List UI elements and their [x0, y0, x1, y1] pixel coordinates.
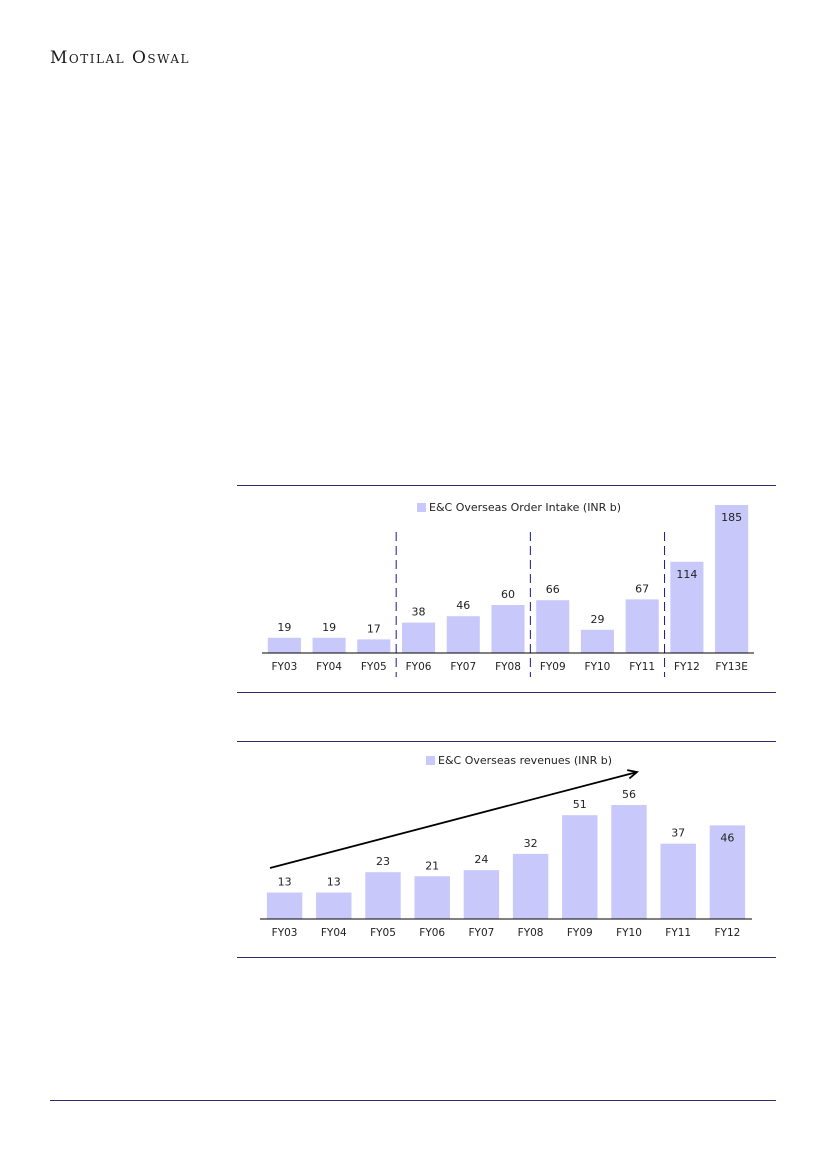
x-tick-label: FY03: [272, 927, 298, 939]
bar-fy09: [536, 600, 570, 653]
data-label: 23: [376, 855, 390, 868]
trend-arrow: [269, 769, 640, 869]
data-label: 66: [546, 583, 560, 596]
x-tick-label: FY10: [585, 661, 611, 673]
x-tick-label: FY07: [450, 661, 476, 673]
data-label: 17: [367, 622, 381, 635]
bar-fy13e: [715, 505, 749, 653]
data-label: 29: [590, 613, 604, 626]
bar-fy03: [267, 637, 301, 653]
bar-fy11: [625, 599, 659, 653]
x-tick-label: FY05: [361, 661, 387, 673]
data-label: 51: [573, 798, 587, 811]
data-label: 38: [412, 606, 426, 619]
bar-fy10: [611, 805, 647, 919]
x-tick-label: FY10: [616, 927, 642, 939]
x-tick-label: FY11: [665, 927, 691, 939]
bar-fy03: [266, 892, 303, 919]
data-label: 32: [524, 837, 538, 850]
x-tick-label: FY13E: [715, 661, 747, 673]
revenues-chart-svg: E&C Overseas revenues (INR b) 13 FY03 13 FY0…: [260, 754, 752, 939]
bar-fy05: [365, 872, 401, 919]
bar-fy04: [316, 892, 352, 919]
x-tick-label: FY12: [674, 661, 700, 673]
x-tick-label: FY11: [629, 661, 655, 673]
bar-fy04: [312, 637, 346, 653]
data-label: 185: [721, 511, 742, 524]
legend: E&C Overseas revenues (INR b): [426, 754, 612, 767]
legend-swatch: [426, 756, 435, 765]
x-tick-label: FY09: [540, 661, 566, 673]
x-tick-label: FY04: [316, 661, 342, 673]
bar-fy06: [414, 876, 450, 919]
data-label: 56: [622, 788, 636, 801]
x-tick-label: FY09: [567, 927, 593, 939]
x-tick-label: FY04: [321, 927, 347, 939]
data-label: 21: [425, 859, 439, 872]
x-tick-label: FY07: [468, 927, 494, 939]
data-label: 60: [501, 588, 515, 601]
data-label: 37: [671, 827, 685, 840]
bar-fy11: [660, 843, 696, 919]
bar-fy10: [580, 629, 615, 653]
x-tick-label: FY08: [518, 927, 544, 939]
bar-fy07: [463, 870, 500, 919]
bar-fy05: [357, 639, 391, 653]
data-label: 46: [456, 599, 470, 612]
legend-label: E&C Overseas revenues (INR b): [438, 754, 612, 767]
footer-rule: [50, 1100, 776, 1101]
x-tick-label: FY06: [406, 661, 432, 673]
x-tick-label: FY08: [495, 661, 521, 673]
data-label: 46: [720, 831, 734, 844]
bar-fy08: [491, 605, 525, 653]
order-intake-chart-svg: E&C Overseas Order Intake (INR b) 19 FY03 1…: [262, 501, 754, 677]
data-label: 19: [277, 621, 291, 634]
data-label: 13: [327, 876, 341, 889]
bar-fy09: [562, 815, 598, 919]
bar-fy08: [512, 853, 549, 919]
data-label: 67: [635, 582, 649, 595]
legend-label: E&C Overseas Order Intake (INR b): [429, 501, 621, 514]
legend-swatch: [417, 503, 426, 512]
brand-logo: Motilal Oswal: [50, 48, 191, 68]
data-label: 114: [676, 568, 697, 581]
x-tick-label: FY05: [370, 927, 396, 939]
revenues-chart: E&C Overseas revenues (INR b) 13 FY03 13 FY0…: [237, 741, 776, 958]
bar-fy06: [401, 622, 436, 653]
legend: E&C Overseas Order Intake (INR b): [417, 501, 621, 514]
bar-fy12: [670, 561, 704, 653]
bar-fy07: [446, 616, 480, 653]
x-tick-label: FY12: [714, 927, 740, 939]
data-label: 13: [278, 876, 292, 889]
order-intake-chart: E&C Overseas Order Intake (INR b) 19 FY03 1…: [237, 485, 776, 693]
data-label: 24: [474, 853, 488, 866]
x-tick-label: FY03: [271, 661, 297, 673]
bar-fy12: [709, 825, 746, 919]
x-tick-label: FY06: [419, 927, 445, 939]
data-label: 19: [322, 621, 336, 634]
